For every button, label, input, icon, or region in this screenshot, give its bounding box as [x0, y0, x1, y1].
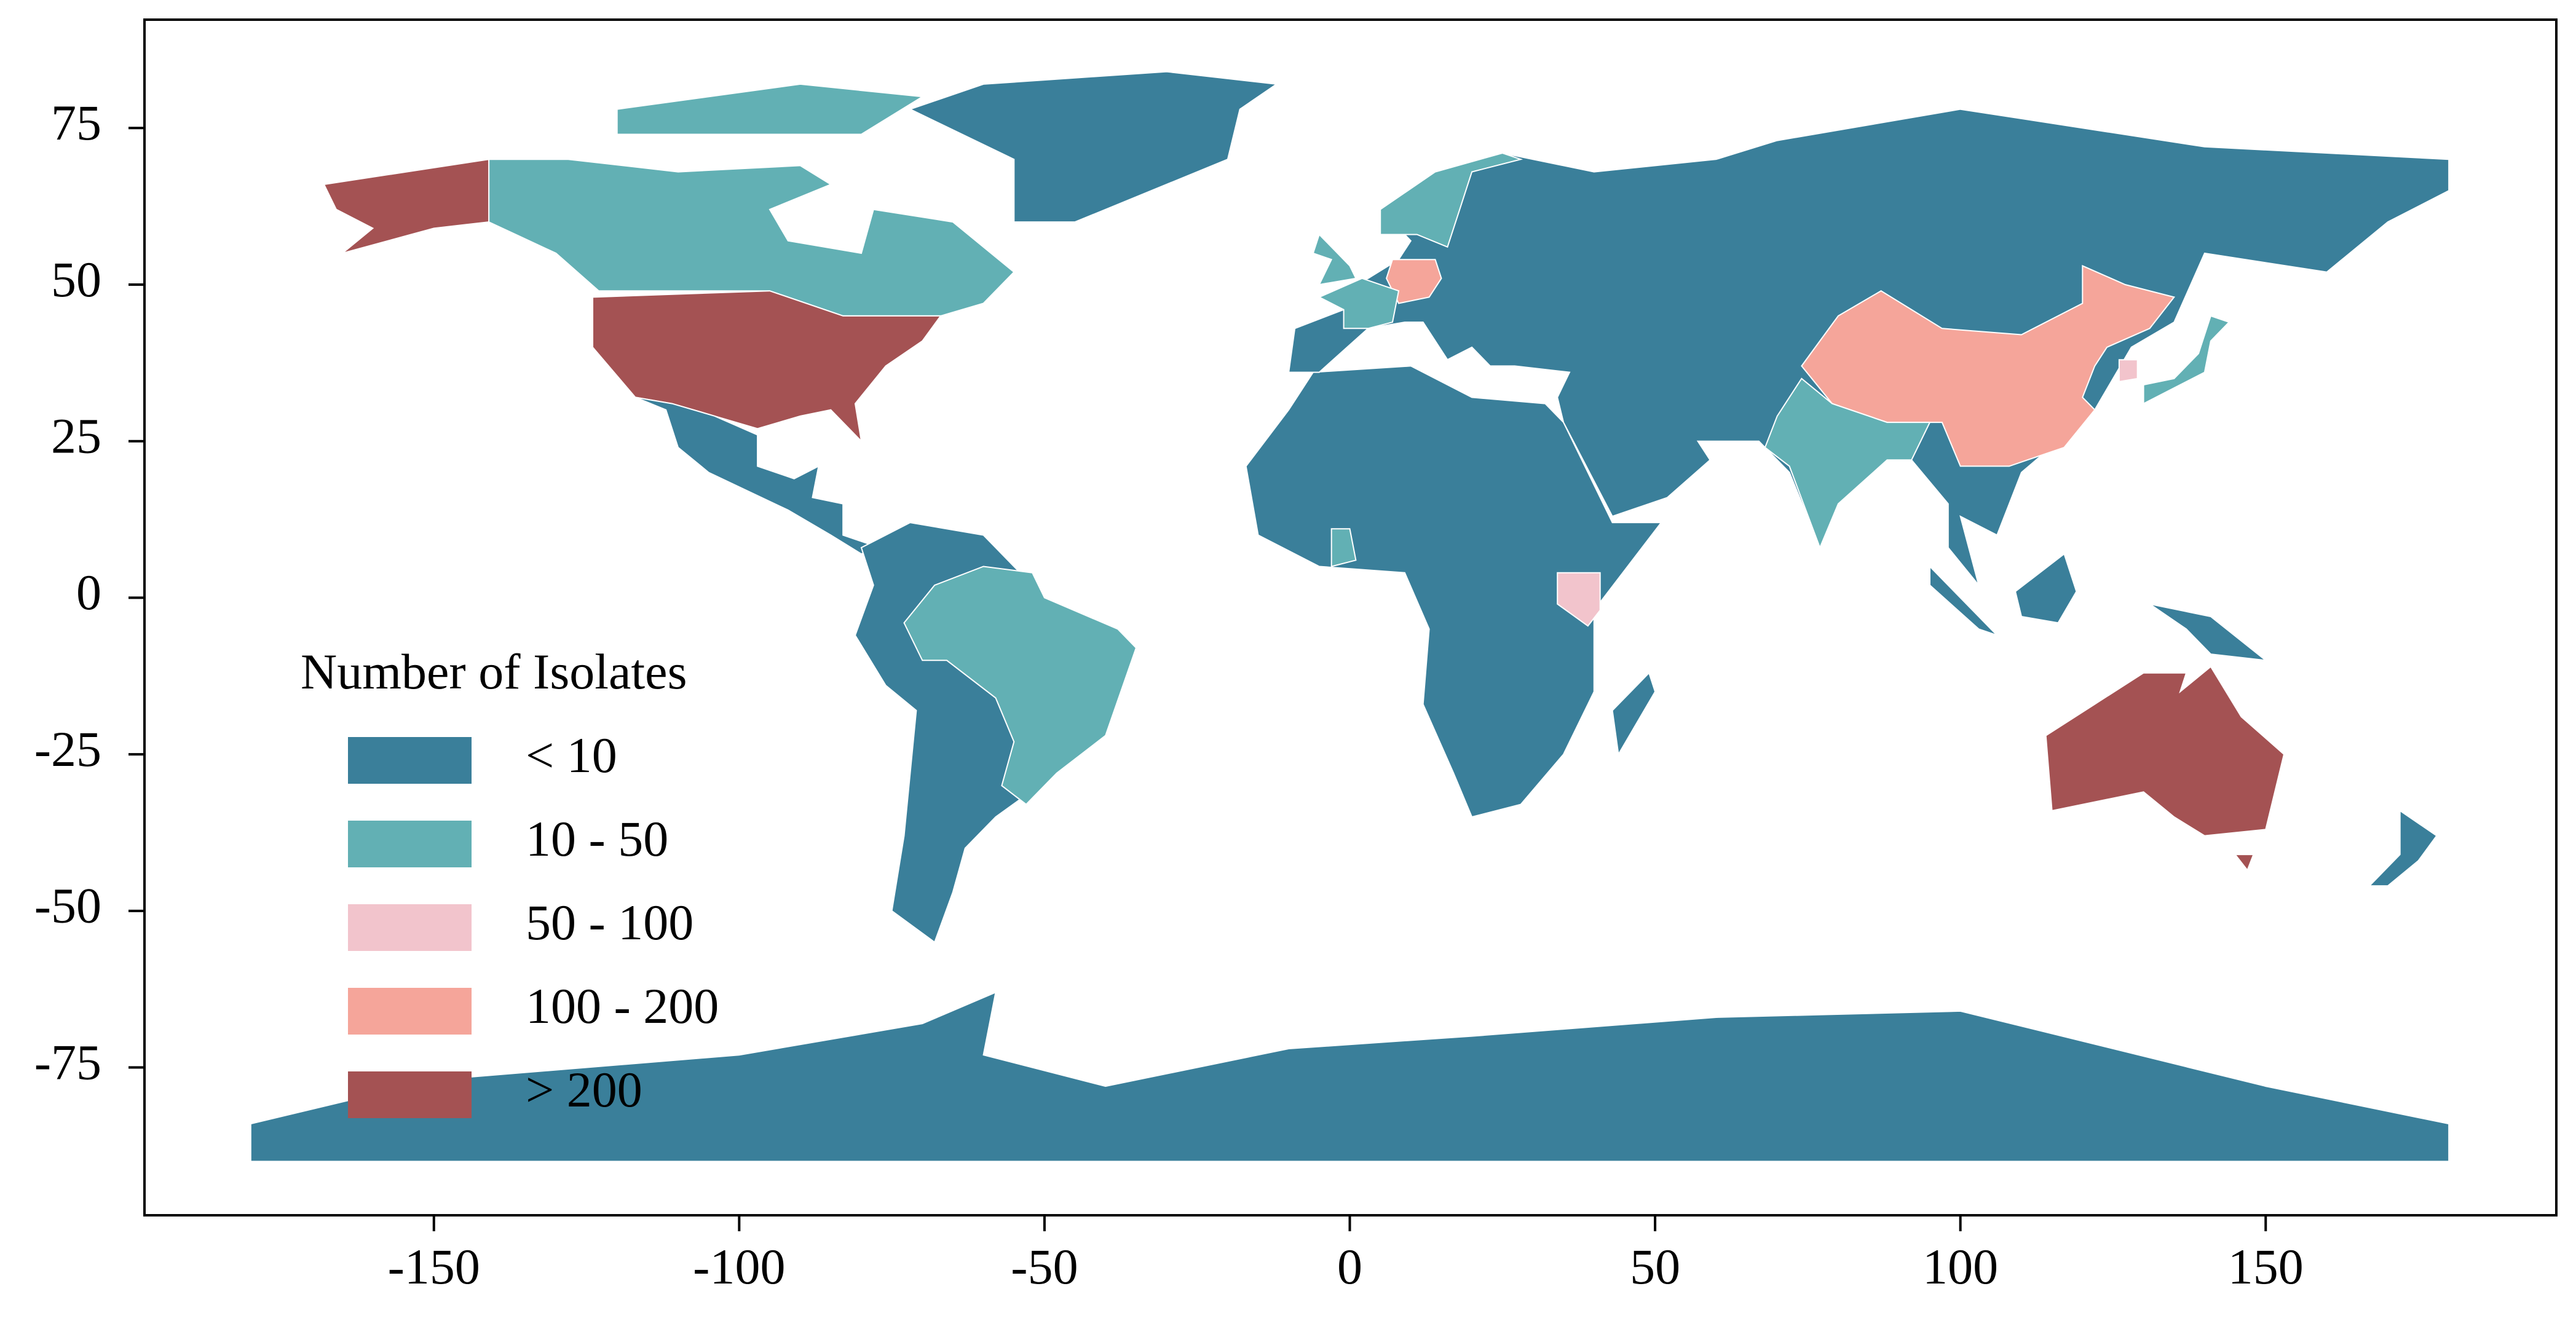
legend-swatch — [348, 737, 472, 784]
country-india — [1764, 377, 1931, 550]
axes: -150 -100 -50 0 50 100 150 -75 -50 -25 0 25 50 75 — [34, 18, 2558, 1295]
legend-label: 100 - 200 — [526, 978, 719, 1034]
x-tick-label: 0 — [1337, 1239, 1362, 1295]
y-tick-label: 75 — [51, 95, 101, 151]
legend-swatch — [348, 904, 472, 951]
country-new-guinea — [2149, 603, 2268, 661]
country-canada — [488, 159, 1015, 317]
x-tick-label: -100 — [693, 1239, 785, 1295]
x-tick-label: -50 — [1011, 1239, 1078, 1295]
country-borneo — [2014, 553, 2077, 624]
country-france — [1318, 277, 1400, 329]
legend-label: < 10 — [526, 727, 617, 783]
country-central-america — [635, 396, 882, 555]
land-layer — [250, 71, 2450, 1162]
country-sumatra — [1929, 565, 1998, 636]
legend-label: 50 - 100 — [526, 894, 693, 950]
legend-label: > 200 — [526, 1062, 642, 1118]
y-tick-label: 50 — [51, 251, 101, 307]
legend-swatch — [348, 1071, 472, 1118]
country-australia — [2045, 665, 2285, 837]
y-tick-label: 0 — [76, 564, 101, 620]
country-tasmania — [2234, 854, 2254, 872]
x-tick-label: -150 — [388, 1239, 480, 1295]
country-alaska — [323, 159, 490, 254]
country-greenland — [908, 71, 1279, 223]
country-uk — [1312, 233, 1357, 286]
country-antarctica — [250, 991, 2450, 1162]
country-madagascar — [1611, 671, 1656, 757]
country-new-zealand — [2368, 809, 2438, 887]
x-tick-label: 150 — [2228, 1239, 2304, 1295]
country-scandinavia — [1380, 152, 1523, 248]
country-canada-islands — [616, 83, 925, 135]
legend-label: 10 - 50 — [526, 811, 668, 867]
legend-swatch — [348, 988, 472, 1035]
legend: Number of Isolates < 10 10 - 50 50 - 100 100… — [301, 644, 719, 1118]
y-tick-label: -25 — [34, 721, 101, 777]
legend-swatch — [348, 821, 472, 867]
y-tick-label: 25 — [51, 408, 101, 464]
y-tick-label: -75 — [34, 1034, 101, 1090]
country-korea — [2118, 359, 2138, 383]
x-tick-label: 100 — [1922, 1239, 1998, 1295]
y-tick-label: -50 — [34, 878, 101, 934]
x-tick-label: 50 — [1630, 1239, 1680, 1295]
country-kenya — [1557, 572, 1601, 627]
country-brazil — [903, 566, 1137, 805]
country-germany — [1386, 259, 1442, 304]
country-ghana — [1330, 528, 1357, 567]
legend-title: Number of Isolates — [301, 644, 687, 700]
country-japan — [2143, 315, 2230, 405]
country-china — [1801, 264, 2176, 467]
country-africa — [1245, 365, 1663, 818]
